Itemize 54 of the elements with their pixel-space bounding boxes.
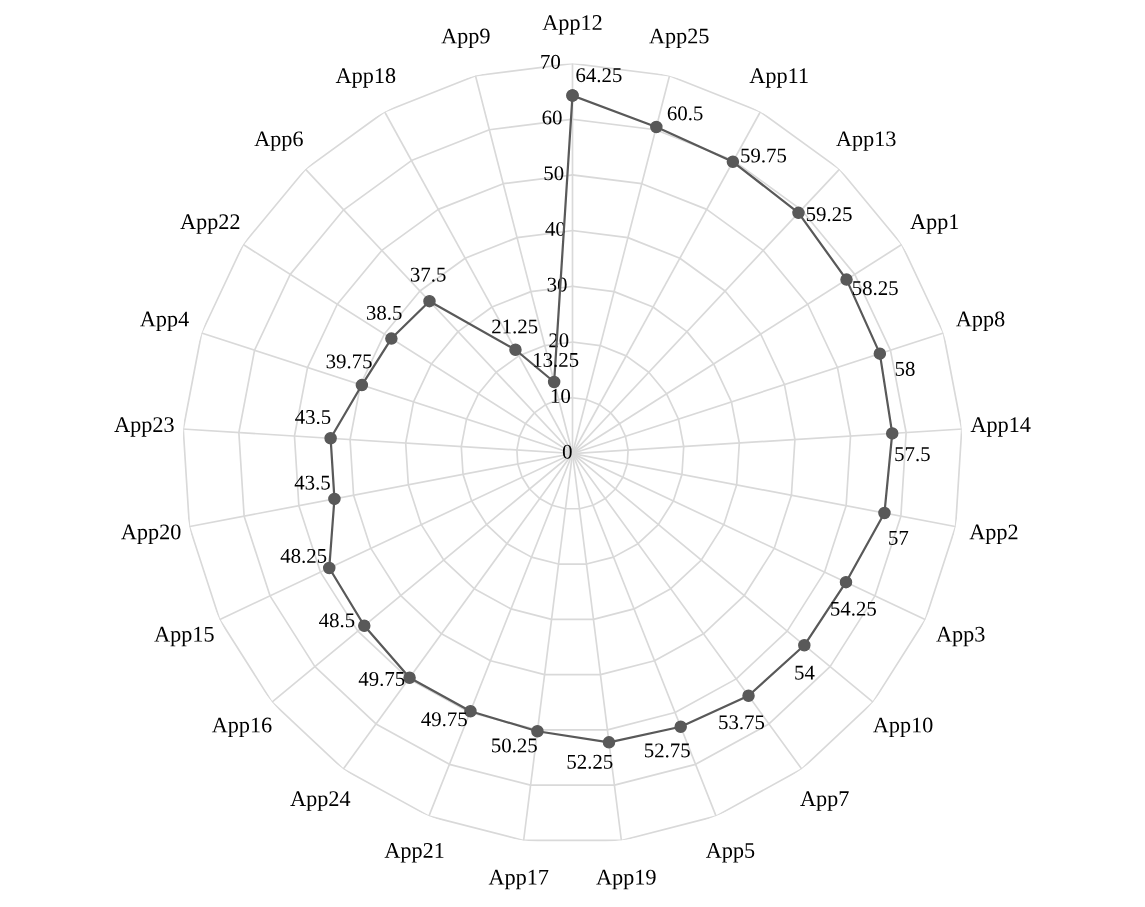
- spoke-label: App17: [488, 869, 549, 890]
- spoke-label: App21: [384, 843, 444, 863]
- data-label: 43.5: [294, 475, 330, 490]
- spoke-label: App25: [649, 28, 709, 49]
- y-tick-label: 10: [551, 388, 571, 404]
- spoke-label: App24: [290, 791, 351, 811]
- spoke-label: App13: [836, 131, 896, 151]
- data-label: 54.25: [831, 601, 876, 616]
- data-label: 53.75: [719, 715, 765, 730]
- y-tick-label: 50: [544, 166, 564, 181]
- data-label: 43.5: [295, 410, 331, 425]
- spoke-label: App20: [121, 524, 181, 544]
- data-label: 48.25: [280, 548, 327, 564]
- spoke-label: App14: [970, 417, 1031, 437]
- data-label: 38.5: [366, 305, 402, 320]
- data-label: 49.75: [421, 712, 467, 727]
- data-label: 37.5: [410, 267, 446, 282]
- data-label: 57.5: [895, 447, 930, 462]
- spoke-label: App6: [254, 131, 303, 151]
- y-tick-label: 70: [541, 54, 561, 69]
- data-label: 64.25: [576, 68, 622, 83]
- y-tick-label: 60: [542, 110, 562, 125]
- spoke-label: App15: [154, 626, 214, 647]
- spoke-label: App11: [749, 68, 808, 88]
- spoke-label: App2: [969, 524, 1018, 544]
- data-label: 52.25: [567, 754, 613, 769]
- spoke-label: App4: [140, 311, 189, 331]
- data-label: 48.5: [319, 613, 355, 628]
- data-label: 21.25: [492, 319, 538, 334]
- spoke-label: App12: [542, 15, 602, 35]
- spoke-label: App9: [441, 28, 490, 49]
- data-label: 52.75: [644, 743, 690, 758]
- y-tick-label: 0: [562, 444, 572, 459]
- data-label: 58: [895, 361, 915, 376]
- data-label: 58.25: [852, 281, 898, 296]
- spoke-label: App10: [873, 717, 933, 738]
- data-label: 57: [889, 531, 909, 545]
- spoke-label: App7: [800, 791, 849, 811]
- spoke-label: App22: [180, 214, 240, 234]
- spoke-label: App3: [936, 626, 985, 647]
- spoke-label: App1: [910, 214, 959, 234]
- data-label: 59.75: [741, 148, 787, 163]
- data-label: 50.25: [492, 738, 537, 753]
- data-label: 49.75: [358, 671, 405, 687]
- data-label: 54: [795, 665, 815, 680]
- data-label: 60.5: [667, 106, 703, 121]
- spoke-label: App5: [705, 843, 755, 863]
- spoke-label: App23: [114, 417, 174, 437]
- spoke-label: App8: [956, 311, 1005, 331]
- data-label: 39.75: [326, 354, 372, 369]
- spoke-label: App16: [211, 717, 272, 738]
- spoke-label: App18: [335, 68, 396, 88]
- data-label: 59.25: [806, 207, 852, 222]
- spoke-label: App19: [596, 869, 656, 890]
